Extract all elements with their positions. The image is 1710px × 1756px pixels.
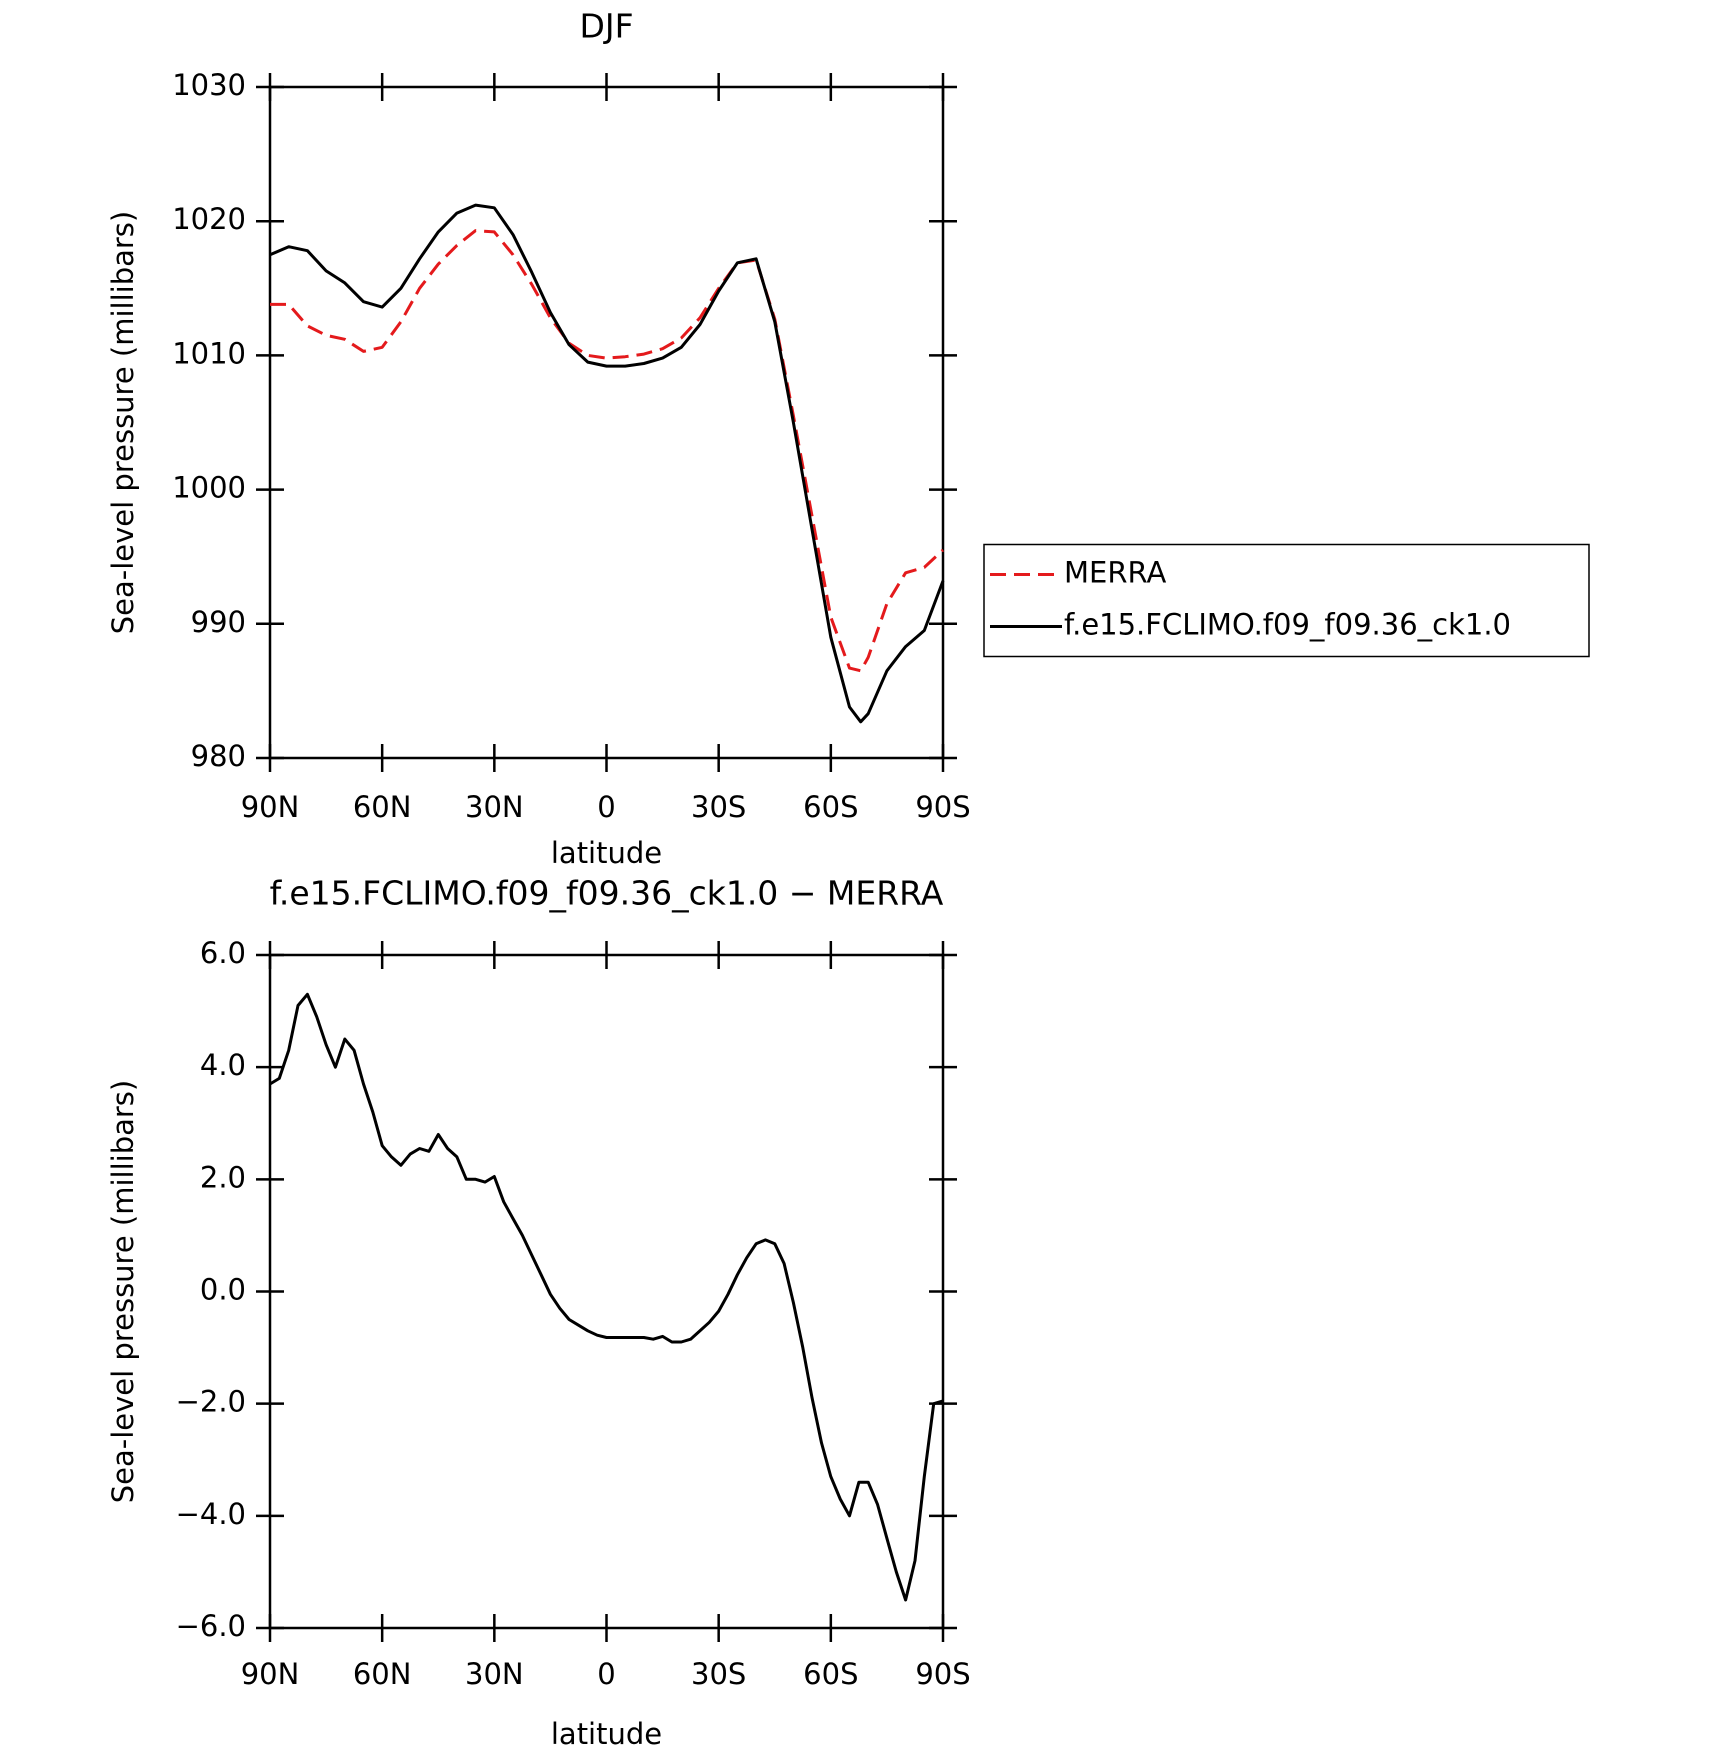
y-tick-label: 1010 [172, 336, 246, 370]
x-tick-label: 90S [915, 790, 970, 824]
legend-label: MERRA [1064, 556, 1166, 590]
y-axis-label: Sea-level pressure (millibars) [106, 1080, 140, 1503]
y-tick-label: −2.0 [176, 1385, 246, 1419]
x-tick-label: 60S [803, 1657, 858, 1691]
x-axis-label: latitude [551, 836, 662, 870]
y-tick-label: −4.0 [176, 1497, 246, 1531]
x-axis-label: latitude [551, 1717, 662, 1751]
x-tick-label: 60N [353, 790, 412, 824]
y-tick-label: 6.0 [200, 936, 246, 970]
chart-title: DJF [579, 7, 633, 46]
x-tick-label: 0 [597, 790, 615, 824]
x-tick-label: 90N [241, 790, 300, 824]
x-tick-label: 60S [803, 790, 858, 824]
series-line [269, 992, 944, 1602]
y-tick-label: 1030 [172, 68, 246, 102]
y-tick-label: 1000 [172, 471, 246, 505]
legend-box [983, 543, 1590, 658]
x-tick-label: 30S [691, 790, 746, 824]
series-line [270, 229, 945, 673]
x-tick-label: 60N [353, 1657, 412, 1691]
x-tick-label: 30N [465, 1657, 524, 1691]
y-axis-label: Sea-level pressure (millibars) [106, 211, 140, 634]
legend-label: f.e15.FCLIMO.f09_f09.36_ck1.0 [1064, 608, 1511, 642]
plot-frame [268, 85, 945, 760]
x-tick-label: 90S [915, 1657, 970, 1691]
y-tick-label: 4.0 [200, 1048, 246, 1082]
y-tick-label: 0.0 [200, 1273, 246, 1307]
y-tick-label: 2.0 [200, 1160, 246, 1194]
x-tick-label: 90N [241, 1657, 300, 1691]
plot-frame [268, 953, 945, 1630]
x-tick-label: 30S [691, 1657, 746, 1691]
y-tick-label: 1020 [172, 202, 246, 236]
x-tick-label: 0 [597, 1657, 615, 1691]
y-tick-label: −6.0 [176, 1609, 246, 1643]
x-tick-label: 30N [465, 790, 524, 824]
series-line [269, 203, 945, 724]
chart-title: f.e15.FCLIMO.f09_f09.36_ck1.0 − MERRA [270, 874, 944, 913]
y-tick-label: 980 [191, 739, 246, 773]
y-tick-label: 990 [191, 605, 246, 639]
